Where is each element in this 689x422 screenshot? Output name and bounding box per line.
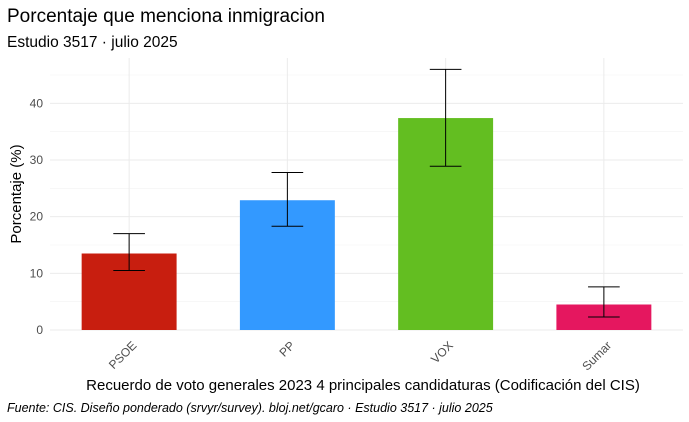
chart-subtitle: Estudio 3517 · julio 2025: [7, 34, 178, 51]
y-tick-label: 10: [30, 266, 44, 280]
y-tick-label: 40: [30, 96, 44, 110]
x-tick-labels: PSOE PP VOX Sumar: [106, 338, 614, 373]
chart-title: Porcentaje que menciona inmigracion: [7, 6, 325, 27]
error-bar-sumar: [588, 286, 620, 318]
grid: [50, 58, 683, 331]
y-tick-labels: 0 10 20 30 40: [30, 96, 44, 337]
chart-caption: Fuente: CIS. Diseño ponderado (srvyr/sur…: [7, 401, 493, 415]
bars: [81, 118, 652, 330]
x-tick-label-vox: VOX: [428, 338, 456, 366]
y-tick-label: 20: [30, 210, 44, 224]
error-bars: [113, 68, 620, 318]
x-tick-label-psoe: PSOE: [106, 338, 139, 371]
y-axis-label: Porcentaje (%): [8, 144, 25, 243]
error-bar-vox: [429, 68, 462, 167]
error-bar-psoe: [113, 233, 145, 271]
x-tick-label-sumar: Sumar: [579, 338, 614, 373]
y-tick-label: 30: [30, 153, 44, 167]
x-axis-label: Recuerdo de voto generales 2023 4 princi…: [86, 377, 640, 394]
x-tick-label-pp: PP: [276, 338, 297, 359]
y-tick-label: 0: [36, 323, 43, 337]
error-bar-pp: [271, 171, 304, 227]
